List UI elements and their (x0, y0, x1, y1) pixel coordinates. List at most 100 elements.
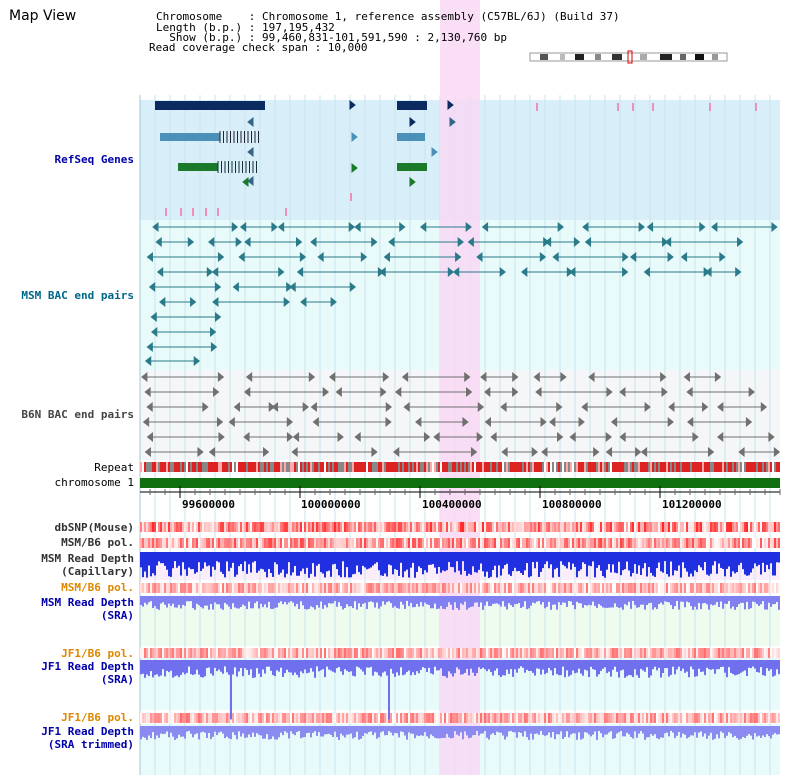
msm-pol-heat-1 (470, 538, 472, 548)
dbsnp-heat (170, 522, 172, 532)
msm-capillary-depth-bar (510, 552, 512, 576)
msm-capillary-depth-bar (204, 552, 206, 563)
repeat-segment (544, 462, 546, 472)
jf1-pol-heat-1 (158, 648, 160, 658)
msm-pol-heat-2 (146, 583, 148, 593)
msm-capillary-depth-bar (178, 552, 180, 566)
dbsnp-heat (532, 522, 534, 532)
msm-sra-depth-bar (716, 596, 718, 603)
refseq-marker (755, 103, 757, 111)
repeat-segment (394, 462, 396, 472)
b6n-bac-pair-right (337, 431, 344, 443)
jf1-sra-depth-bar (366, 660, 368, 668)
msm-sra-depth-bar (736, 596, 738, 607)
msm-pol-heat-2 (620, 583, 622, 593)
msm-bac-pair-left (705, 266, 712, 278)
msm-capillary-depth-bar (192, 552, 194, 570)
jf1-pol-heat-1 (214, 648, 216, 658)
dbsnp-heat (628, 522, 630, 532)
msm-capillary-depth-bar (640, 552, 642, 575)
jf1-pol-heat-1 (772, 648, 774, 658)
repeat-segment (236, 462, 238, 472)
dbsnp-heat (456, 522, 458, 532)
b6n-bac-pair-right (380, 386, 387, 398)
jf1-sra-depth-bar (306, 660, 308, 674)
jf1-trim-depth-bar (678, 726, 680, 732)
msm-pol-heat-2 (300, 583, 302, 593)
jf1-sra-depth-bar (708, 660, 710, 670)
jf1-pol-heat-2 (238, 713, 240, 723)
repeat-segment (734, 462, 736, 472)
jf1-pol-heat-1 (408, 648, 410, 658)
dbsnp-heat (562, 522, 564, 532)
jf1-pol-heat-2 (654, 713, 656, 723)
msm-sra-depth-bar (244, 596, 246, 606)
jf1-pol-heat-1 (534, 648, 536, 658)
jf1-pol-heat-1 (606, 648, 608, 658)
msm-pol-heat-1 (418, 538, 420, 548)
msm-pol-heat-1 (482, 538, 484, 548)
b6n-bac-pair-right (556, 401, 563, 413)
repeat-segment (308, 462, 310, 472)
msm-bac-pair-left (239, 221, 247, 233)
jf1-sra-depth-bar (184, 660, 186, 675)
jf1-pol-heat-2 (354, 713, 356, 723)
jf1-pol-heat-1 (564, 648, 566, 658)
msm-capillary-depth-bar (256, 552, 258, 573)
msm-pol-heat-1 (316, 538, 318, 548)
jf1-trim-depth-bar (196, 726, 198, 734)
msm-pol-heat-1 (276, 538, 278, 548)
msm-capillary-depth-bar (266, 552, 268, 578)
msm-capillary-depth-bar (562, 552, 564, 565)
jf1-pol-heat-1 (484, 648, 486, 658)
msm-pol-heat-1 (500, 538, 502, 548)
jf1-pol-heat-2 (528, 713, 530, 723)
msm-pol-heat-1 (528, 538, 530, 548)
msm-pol-heat-2 (186, 583, 188, 593)
dbsnp-heat (650, 522, 652, 532)
msm-capillary-depth-bar (234, 552, 236, 577)
dbsnp-heat (220, 522, 222, 532)
jf1-trim-depth-bar (310, 726, 312, 738)
repeat-segment (750, 462, 752, 472)
msm-pol-heat-1 (540, 538, 542, 548)
msm-sra-depth-bar (748, 596, 750, 610)
jf1-pol-heat-2 (628, 713, 630, 723)
refseq-marker (536, 103, 538, 111)
jf1-pol-heat-2 (420, 713, 422, 723)
msm-pol-heat-1 (542, 538, 544, 548)
msm-pol-heat-2 (668, 583, 670, 593)
jf1-trim-depth-bar (364, 726, 366, 734)
repeat-segment (390, 462, 392, 472)
msm-sra-depth-bar (556, 596, 558, 610)
jf1-sra-depth-bar (678, 660, 680, 667)
msm-pol-heat-2 (362, 583, 364, 593)
msm-sra-depth-bar (512, 596, 514, 608)
msm-sra-depth-bar (742, 596, 744, 603)
dbsnp-heat (744, 522, 746, 532)
msm-sra-depth-bar (190, 596, 192, 602)
repeat-segment (764, 462, 766, 472)
jf1-sra-depth-bar (612, 660, 614, 670)
msm-pol-heat-2 (262, 583, 264, 593)
msm-pol-heat-2 (444, 583, 446, 593)
jf1-trim-depth-bar (480, 726, 482, 734)
jf1-pol-heat-1 (204, 648, 206, 658)
jf1-trim-depth-bar (278, 726, 280, 738)
jf1-pol-heat-1 (602, 648, 604, 658)
repeat-segment (610, 462, 612, 472)
dbsnp-heat (262, 522, 264, 532)
repeat-segment (230, 462, 232, 472)
jf1-pol-heat-2 (284, 713, 286, 723)
jf1-pol-heat-1 (238, 648, 240, 658)
jf1-pol-heat-2 (216, 713, 218, 723)
msm-pol-heat-1 (532, 538, 534, 548)
dbsnp-heat (154, 522, 156, 532)
msm-capillary-depth-bar (318, 552, 320, 564)
msm-pol-heat-1 (652, 538, 654, 548)
jf1-trim-depth-bar (204, 726, 206, 733)
jf1-sra-depth-bar (164, 660, 166, 677)
msm-pol-heat-1 (234, 538, 236, 548)
jf1-pol-heat-1 (296, 648, 298, 658)
